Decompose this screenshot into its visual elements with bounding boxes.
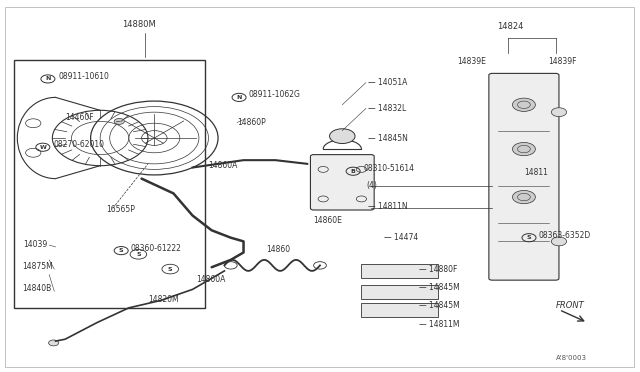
Text: S: S: [168, 267, 173, 272]
Text: 14820M: 14820M: [148, 295, 179, 304]
Circle shape: [551, 108, 566, 116]
Text: 14860E: 14860E: [314, 216, 342, 225]
Text: — 14845M: — 14845M: [419, 283, 460, 292]
Text: 08360-61222: 08360-61222: [131, 244, 182, 253]
Bar: [362, 285, 438, 299]
Text: S: S: [527, 235, 531, 240]
Bar: [362, 303, 438, 317]
Text: 14840B: 14840B: [22, 284, 52, 293]
Text: 16565P: 16565P: [106, 205, 136, 214]
Text: 08363-6352D: 08363-6352D: [539, 231, 591, 240]
Text: — 14811M: — 14811M: [419, 320, 460, 329]
Circle shape: [513, 142, 536, 156]
Circle shape: [114, 118, 124, 124]
FancyBboxPatch shape: [310, 155, 374, 210]
Text: 14860P: 14860P: [237, 118, 266, 127]
Text: 14039: 14039: [24, 240, 48, 249]
Text: 14875M: 14875M: [22, 262, 53, 271]
Text: 14839F: 14839F: [548, 57, 577, 66]
Text: — 14845M: — 14845M: [419, 301, 460, 311]
Text: 14460F: 14460F: [65, 113, 93, 122]
Text: 14860A: 14860A: [196, 275, 225, 284]
Text: S: S: [119, 248, 124, 253]
Text: 14811: 14811: [524, 168, 548, 177]
Text: — 14832L: — 14832L: [368, 104, 406, 113]
Text: 14824: 14824: [497, 22, 524, 31]
Text: — 14880F: — 14880F: [419, 264, 457, 273]
Circle shape: [330, 129, 355, 144]
Text: 08270-62010: 08270-62010: [54, 140, 105, 149]
Circle shape: [513, 190, 536, 204]
Text: 14880M: 14880M: [122, 20, 156, 29]
Text: 08911-10610: 08911-10610: [59, 72, 109, 81]
Text: N: N: [45, 76, 51, 81]
Text: 14839E: 14839E: [457, 57, 486, 66]
Text: A'8'0003: A'8'0003: [556, 355, 587, 360]
Text: W: W: [40, 145, 46, 150]
Text: 14860A: 14860A: [209, 161, 238, 170]
Circle shape: [551, 237, 566, 246]
Text: 08911-1062G: 08911-1062G: [248, 90, 301, 99]
Circle shape: [49, 340, 59, 346]
Text: N: N: [236, 95, 242, 100]
Text: — 14051A: — 14051A: [368, 78, 407, 87]
Bar: [362, 264, 438, 278]
Bar: [14, 61, 205, 308]
Text: 08310-51614: 08310-51614: [364, 164, 414, 173]
Text: — 14845N: — 14845N: [368, 134, 408, 142]
Text: 14860: 14860: [266, 246, 290, 254]
Text: B: B: [351, 169, 356, 174]
Circle shape: [513, 98, 536, 112]
Text: FRONT: FRONT: [556, 301, 584, 310]
FancyBboxPatch shape: [489, 73, 559, 280]
Text: (4): (4): [366, 181, 377, 190]
Text: — 14811N: — 14811N: [368, 202, 408, 211]
Text: — 14474: — 14474: [384, 233, 418, 242]
Text: S: S: [136, 252, 141, 257]
